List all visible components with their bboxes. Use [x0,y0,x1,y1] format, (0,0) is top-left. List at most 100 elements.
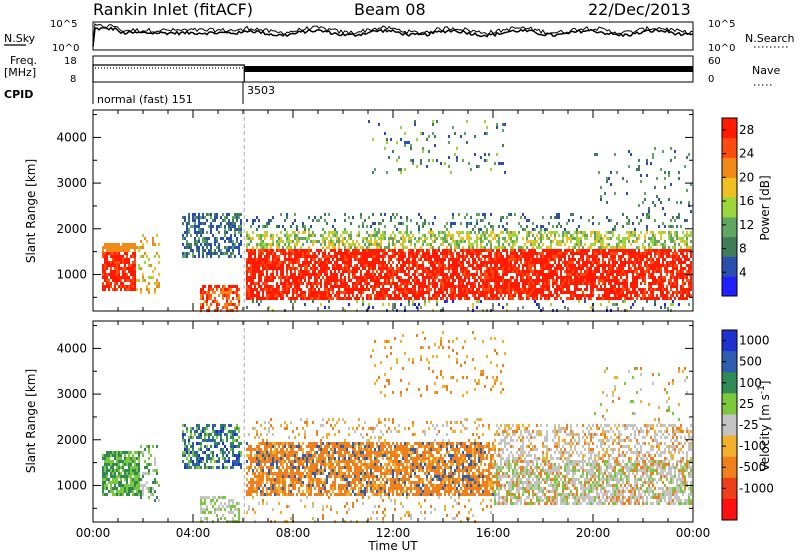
range-gate-cell [294,258,296,261]
range-gate-cell [386,270,388,273]
range-gate-cell [540,279,542,282]
range-gate-cell [374,279,376,282]
range-gate-cell [124,246,126,249]
range-gate-cell [284,291,286,294]
range-gate-cell [622,252,624,255]
range-gate-cell [454,222,456,225]
range-gate-cell [462,159,464,162]
range-gate-cell [236,285,238,288]
range-gate-cell [320,267,322,270]
range-gate-cell [290,225,292,228]
range-gate-cell [266,246,268,249]
range-gate-cell [112,261,114,264]
range-gate-cell [212,225,214,228]
range-gate-cell [254,267,256,270]
range-gate-cell [200,228,202,231]
range-gate-cell [446,234,448,237]
range-gate-cell [280,264,282,267]
range-gate-cell [336,240,338,243]
range-gate-cell [476,270,478,273]
range-gate-cell [394,249,396,252]
range-gate-cell [684,288,686,291]
range-gate-cell [372,276,374,279]
range-gate-cell [526,279,528,282]
range-gate-cell [478,258,480,261]
range-gate-cell [412,261,414,264]
range-gate-cell [688,282,690,285]
range-gate-cell [382,264,384,267]
range-gate-cell [350,279,352,282]
range-gate-cell [272,216,274,219]
range-gate-cell [550,258,552,261]
range-gate-cell [594,243,596,246]
range-gate-cell [580,255,582,258]
range-gate-cell [598,252,600,255]
range-gate-cell [192,249,194,252]
range-gate-cell [622,273,624,276]
range-gate-cell [530,258,532,261]
range-gate-cell [448,231,450,234]
range-gate-cell [208,306,210,309]
range-gate-cell [308,255,310,258]
range-gate-cell [238,225,240,228]
range-gate-cell [110,270,112,273]
range-gate-cell [108,249,110,252]
range-gate-cell [624,273,626,276]
range-gate-cell [104,475,106,478]
range-gate-cell [526,288,528,291]
range-gate-cell [450,246,452,249]
range-gate-cell [636,267,638,270]
range-gate-cell [374,264,376,267]
range-gate-cell [620,264,622,267]
range-gate-cell [504,273,506,276]
range-gate-cell [572,246,574,249]
range-gate-cell [466,294,468,297]
range-gate-cell [384,282,386,285]
range-gate-cell [384,147,386,150]
range-gate-cell [338,240,340,243]
range-gate-cell [608,270,610,273]
range-gate-cell [390,276,392,279]
range-gate-cell [614,264,616,267]
range-gate-cell [308,231,310,234]
range-gate-cell [492,291,494,294]
range-gate-cell [630,294,632,297]
range-gate-cell [216,213,218,216]
range-gate-cell [342,297,344,300]
range-gate-cell [618,273,620,276]
range-gate-cell [310,297,312,300]
range-gate-cell [478,264,480,267]
range-gate-cell [306,255,308,258]
range-gate-cell [134,252,136,255]
range-gate-cell [586,288,588,291]
range-gate-cell [422,297,424,300]
range-gate-cell [408,267,410,270]
range-gate-cell [486,279,488,282]
range-gate-cell [548,270,550,273]
range-gate-cell [584,270,586,273]
range-gate-cell [508,231,510,234]
range-gate-cell [318,270,320,273]
range-gate-cell [582,267,584,270]
range-gate-cell [366,285,368,288]
range-gate-cell [260,264,262,267]
range-gate-cell [484,276,486,279]
range-gate-cell [434,288,436,291]
range-gate-cell [462,231,464,234]
range-gate-cell [426,267,428,270]
range-gate-cell [458,246,460,249]
range-gate-cell [560,243,562,246]
range-gate-cell [378,258,380,261]
range-gate-cell [236,288,238,291]
range-gate-cell [514,255,516,258]
range-gate-cell [398,297,400,300]
range-gate-cell [266,294,268,297]
range-gate-cell [418,249,420,252]
range-gate-cell [530,288,532,291]
range-gate-cell [610,267,612,270]
range-gate-cell [602,249,604,252]
range-gate-cell [334,261,336,264]
range-gate-cell [652,201,654,204]
range-gate-cell [334,276,336,279]
range-gate-cell [328,255,330,258]
